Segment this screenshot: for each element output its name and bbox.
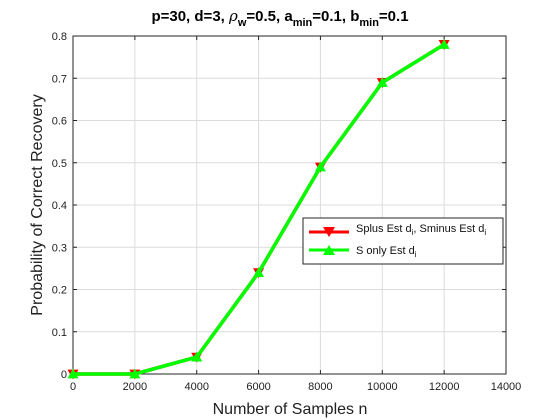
legend-series-1-name: Splus Est d bbox=[356, 223, 412, 235]
x-tick-label: 14000 bbox=[491, 381, 522, 393]
series-layer bbox=[67, 38, 450, 380]
data-point-series-2 bbox=[129, 368, 141, 379]
x-tick-label: 2000 bbox=[123, 381, 147, 393]
axis-ticks: 0 2000 4000 6000 8000 10000 12000 14000 0 0.1 0.2 0… bbox=[52, 31, 522, 393]
title-prefix: p=30, d=3, bbox=[151, 8, 229, 25]
legend-series-1-mid: , Sminus Est d bbox=[413, 223, 484, 235]
legend-box bbox=[302, 217, 504, 265]
y-tick-label: 0.7 bbox=[52, 73, 67, 85]
data-point-series-2 bbox=[438, 38, 450, 49]
legend-series-2-sub: i bbox=[415, 250, 417, 259]
legend: Splus Est di, Sminus Est di S only Est d… bbox=[302, 217, 504, 265]
data-point-series-2 bbox=[191, 351, 203, 362]
x-tick-label: 12000 bbox=[429, 381, 460, 393]
title-rho-value: =0.5, a bbox=[246, 8, 293, 25]
y-axis-label: Probability of Correct Recovery bbox=[29, 94, 46, 315]
title-b-value: =0.1 bbox=[379, 8, 409, 25]
x-axis-label: Number of Samples n bbox=[213, 401, 368, 418]
legend-label-series-1: Splus Est di, Sminus Est di bbox=[356, 223, 486, 237]
x-tick-label: 10000 bbox=[367, 381, 398, 393]
data-point-series-2 bbox=[314, 161, 326, 172]
y-tick-label: 0 bbox=[61, 369, 67, 381]
y-tick-label: 0.5 bbox=[52, 158, 67, 170]
x-tick-label: 8000 bbox=[308, 381, 332, 393]
legend-marker-series-1 bbox=[323, 227, 335, 237]
y-tick-label: 0.2 bbox=[52, 285, 67, 297]
x-tick-label: 4000 bbox=[184, 381, 208, 393]
y-tick-label: 0.4 bbox=[52, 200, 67, 212]
legend-marker-series-2 bbox=[323, 245, 335, 255]
legend-series-1-sub2: i bbox=[484, 228, 486, 237]
legend-label-series-2: S only Est di bbox=[356, 245, 417, 259]
data-point-series-2 bbox=[67, 368, 79, 379]
legend-series-2-name: S only Est d bbox=[356, 245, 415, 257]
x-tick-label: 6000 bbox=[246, 381, 270, 393]
y-tick-label: 0.3 bbox=[52, 242, 67, 254]
y-tick-label: 0.8 bbox=[52, 31, 67, 43]
y-tick-label: 0.6 bbox=[52, 116, 67, 128]
y-tick-label: 0.1 bbox=[52, 327, 67, 339]
title-rho-symbol: ρ bbox=[228, 7, 238, 25]
title-rho-sub: w bbox=[237, 17, 247, 29]
data-point-series-2 bbox=[253, 267, 265, 277]
title-b-sub: min bbox=[359, 17, 379, 29]
title-a-sub: min bbox=[293, 17, 313, 29]
x-tick-label: 0 bbox=[70, 381, 76, 393]
legend-series-1-sub: i bbox=[412, 228, 414, 237]
data-point-series-2 bbox=[376, 76, 388, 87]
chart-title: p=30, d=3, ρw=0.5, amin=0.1, bmin=0.1 bbox=[151, 7, 408, 29]
title-a-value: =0.1, b bbox=[312, 8, 359, 25]
